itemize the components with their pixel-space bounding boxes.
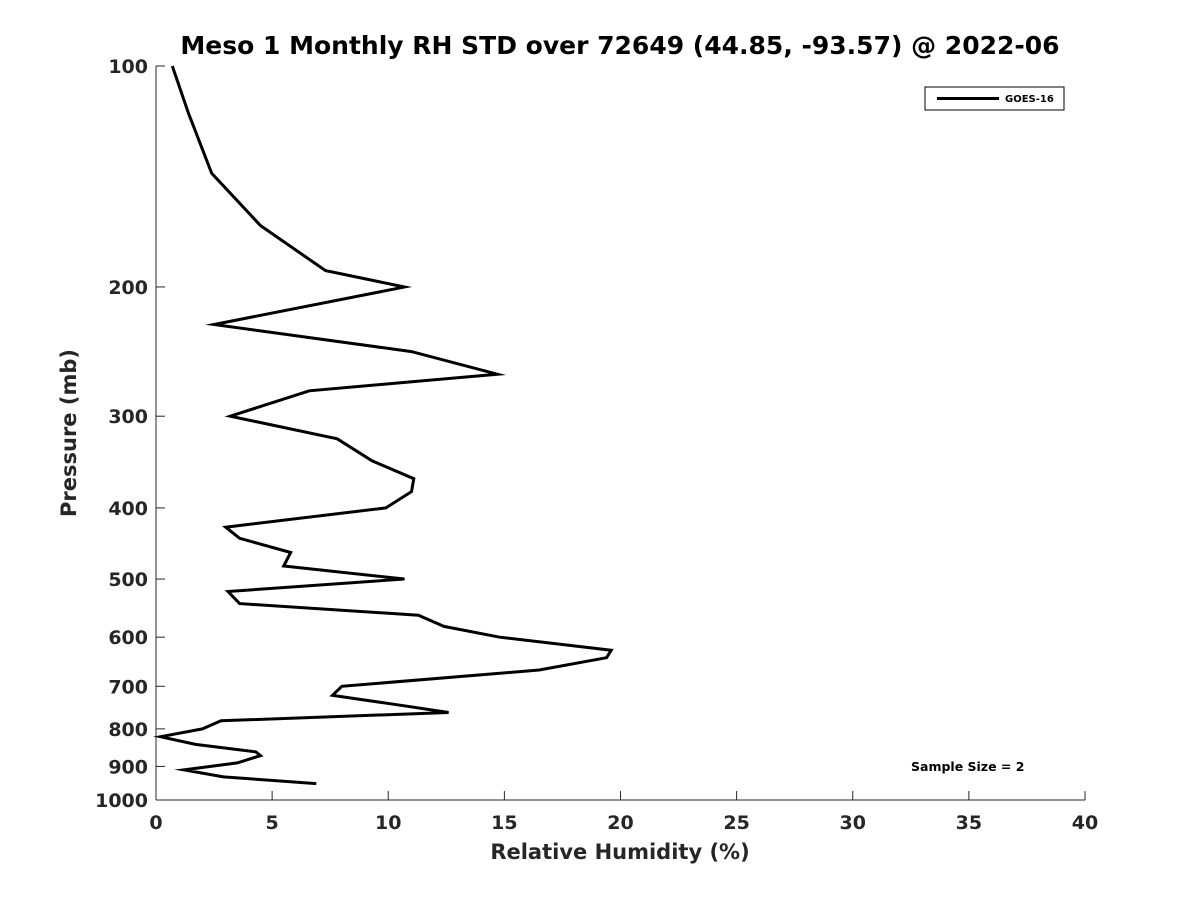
x-tick-label: 35 [956,812,982,834]
chart-title: Meso 1 Monthly RH STD over 72649 (44.85,… [180,31,1059,60]
x-tick-label: 30 [840,812,866,834]
y-tick-label: 700 [108,676,148,698]
sample-size-annotation: Sample Size = 2 [911,759,1024,774]
x-tick-label: 10 [375,812,401,834]
y-tick-label: 200 [108,277,148,299]
y-tick-label: 800 [108,719,148,741]
legend: GOES-16 [924,86,1065,111]
y-tick-label: 100 [108,56,148,78]
x-tick-label: 0 [149,812,162,834]
x-tick-label: 15 [491,812,517,834]
x-tick-label: 25 [723,812,749,834]
plot-axes: 0 5 10 15 20 25 30 35 40 100 200 300 400 500 600 700 800… [95,56,1098,834]
x-tick-label: 40 [1072,812,1098,834]
x-tick-label: 20 [607,812,633,834]
y-tick-label: 1000 [95,790,148,812]
series-layer [153,65,614,786]
y-tick-label: 300 [108,406,148,428]
y-tick-label: 500 [108,569,148,591]
series-line-goes-16 [153,65,614,786]
y-tick-label: 400 [108,498,148,520]
x-axis-label: Relative Humidity (%) [490,840,749,864]
y-axis-label: Pressure (mb) [57,349,81,517]
legend-label: GOES-16 [1005,94,1054,105]
y-tick-label: 900 [108,756,148,778]
x-tick-label: 5 [266,812,279,834]
y-tick-label: 600 [108,627,148,649]
